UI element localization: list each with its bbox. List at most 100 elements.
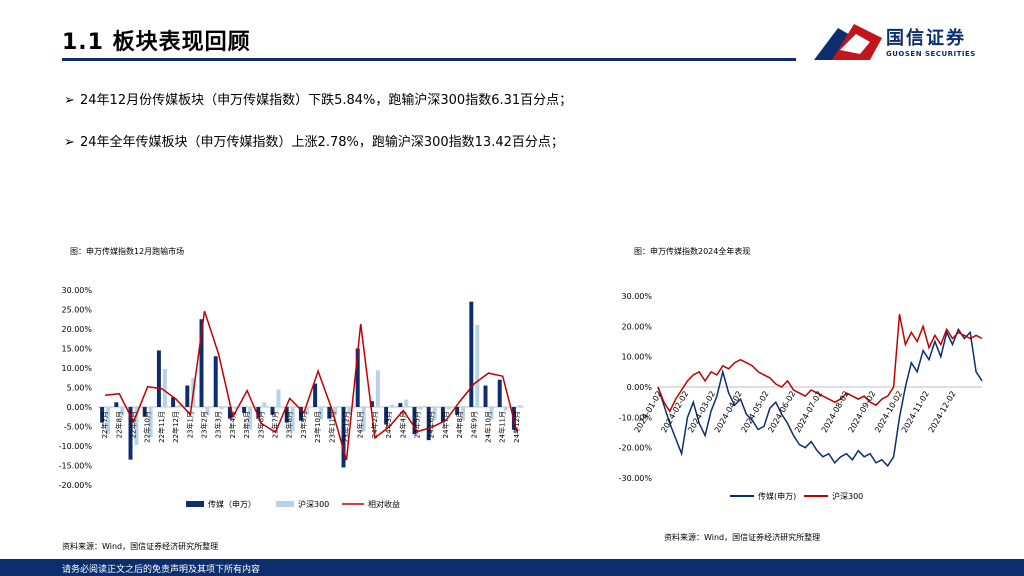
y-tick-label: -15.00%	[59, 462, 93, 471]
bar-hs300	[120, 407, 125, 416]
y-tick-label: 20.00%	[61, 325, 92, 334]
y-tick-label: -20.00%	[59, 481, 93, 490]
bar-media	[426, 407, 431, 441]
bar-hs300	[205, 407, 210, 416]
x-tick-label: 2024-11-02	[900, 390, 931, 435]
legend-label-hs300: 沪深300	[298, 499, 329, 509]
legend-label-relative: 相对收益	[368, 499, 400, 509]
bar-hs300	[233, 407, 238, 409]
x-tick-label: 22年10月	[143, 411, 152, 443]
y-tick-label: 10.00%	[621, 353, 652, 362]
bar-hs300	[134, 407, 139, 445]
bar-media	[313, 383, 318, 407]
x-tick-label: 23年2月	[200, 411, 209, 438]
bar-hs300	[361, 407, 366, 432]
logo-text-en: GUOSEN SECURITIES	[886, 50, 976, 58]
bar-media	[227, 407, 232, 419]
source-note-left: 资料来源：Wind，国信证券经济研究所整理	[62, 542, 219, 551]
bar-hs300	[319, 407, 324, 420]
x-tick-label: 22年12月	[171, 411, 180, 443]
x-tick-label: 2024-05-02	[740, 390, 771, 435]
bar-media	[256, 407, 261, 419]
x-tick-label: 23年10月	[313, 411, 322, 443]
x-tick-label: 22年8月	[114, 411, 123, 438]
footer-disclaimer: 请务必阅读正文之后的免责声明及其项下所有内容	[62, 565, 261, 575]
bar-hs300	[446, 407, 451, 410]
bar-hs300	[162, 368, 167, 407]
bar-media	[298, 407, 303, 421]
x-tick-label: 23年6月	[256, 411, 265, 438]
page-title: 1.1 板块表现回顾	[62, 30, 251, 55]
bar-hs300	[517, 405, 522, 407]
y-tick-label: -20.00%	[619, 444, 653, 453]
legend-label-media: 传媒（申万）	[208, 499, 256, 509]
bar-media	[199, 319, 204, 407]
bar-hs300	[418, 407, 423, 410]
y-tick-label: 30.00%	[61, 286, 92, 295]
footer-bar	[0, 559, 1024, 576]
x-tick-label: 23年7月	[271, 411, 280, 438]
y-tick-label: 10.00%	[61, 364, 92, 373]
bar-media	[142, 407, 147, 417]
bar-media	[284, 407, 289, 423]
y-tick-label: -10.00%	[59, 442, 93, 451]
bar-hs300	[106, 407, 111, 435]
source-note-right: 资料来源：Wind，国信证券经济研究所整理	[664, 533, 821, 542]
bar-hs300	[304, 407, 309, 415]
x-tick-label: 23年12月	[342, 411, 351, 443]
bullet-text: 24年全年传媒板块（申万传媒指数）上涨2.78%，跑输沪深300指数13.42百…	[80, 135, 564, 150]
x-tick-label: 24年10月	[484, 411, 493, 443]
bar-hs300	[461, 407, 466, 421]
x-tick-label: 22年9月	[129, 411, 138, 438]
bar-hs300	[177, 405, 182, 407]
bullet-arrow-icon: ➢	[64, 93, 75, 108]
bar-hs300	[390, 404, 395, 407]
x-tick-label: 22年11月	[157, 411, 166, 443]
x-tick-label: 24年2月	[370, 411, 379, 438]
bar-hs300	[347, 407, 352, 415]
x-tick-label: 23年4月	[228, 411, 237, 438]
bullet-text: 24年12月份传媒板块（申万传媒指数）下跌5.84%，跑输沪深300指数6.31…	[80, 93, 573, 108]
bar-media	[412, 407, 417, 435]
y-tick-label: 0.00%	[67, 403, 93, 412]
x-tick-label: 23年5月	[242, 411, 251, 438]
bar-media	[185, 385, 190, 407]
bar-media	[327, 407, 332, 419]
bar-media	[270, 407, 275, 415]
y-tick-label: 25.00%	[61, 306, 92, 315]
legend-label-hs300: 沪深300	[832, 491, 863, 501]
x-tick-label: 24年9月	[469, 411, 478, 438]
y-tick-label: -30.00%	[619, 474, 653, 483]
y-tick-label: 30.00%	[621, 292, 652, 301]
bar-media	[100, 407, 105, 423]
x-tick-label: 2024-12-02	[927, 390, 958, 435]
x-tick-label: 24年3月	[384, 411, 393, 438]
legend-swatch-hs300	[276, 501, 294, 507]
bar-media	[398, 403, 403, 407]
guosen-logo-icon	[814, 24, 882, 60]
bar-hs300	[404, 399, 409, 407]
y-tick-label: 5.00%	[67, 384, 93, 393]
x-tick-label: 24年5月	[413, 411, 422, 438]
y-tick-label: 0.00%	[627, 383, 653, 392]
bar-hs300	[503, 407, 508, 411]
x-tick-label: 2024-01-02	[633, 390, 664, 435]
legend-label-media: 传媒(申万)	[758, 491, 796, 501]
x-tick-label: 24年11月	[498, 411, 507, 443]
y-tick-label: -10.00%	[619, 413, 653, 422]
x-tick-label: 24年4月	[398, 411, 407, 438]
y-tick-label: -5.00%	[64, 423, 93, 432]
bar-media	[455, 407, 460, 415]
bar-media	[469, 301, 474, 407]
bar-media	[156, 350, 161, 407]
x-tick-label: 24年8月	[455, 411, 464, 438]
bar-hs300	[148, 407, 153, 438]
yearly-line-chart: 30.00% 20.00% 10.00% 0.00% -10.00% -20.00% -30…	[619, 292, 983, 501]
bar-hs300	[375, 370, 380, 407]
chart-caption-right: 图：申万传媒指数2024全年表现	[634, 247, 751, 256]
bar-hs300	[489, 407, 494, 420]
x-tick-label: 2024-07-02	[793, 390, 824, 435]
bar-media	[128, 407, 133, 460]
bar-media	[171, 397, 176, 407]
bar-hs300	[276, 389, 281, 407]
